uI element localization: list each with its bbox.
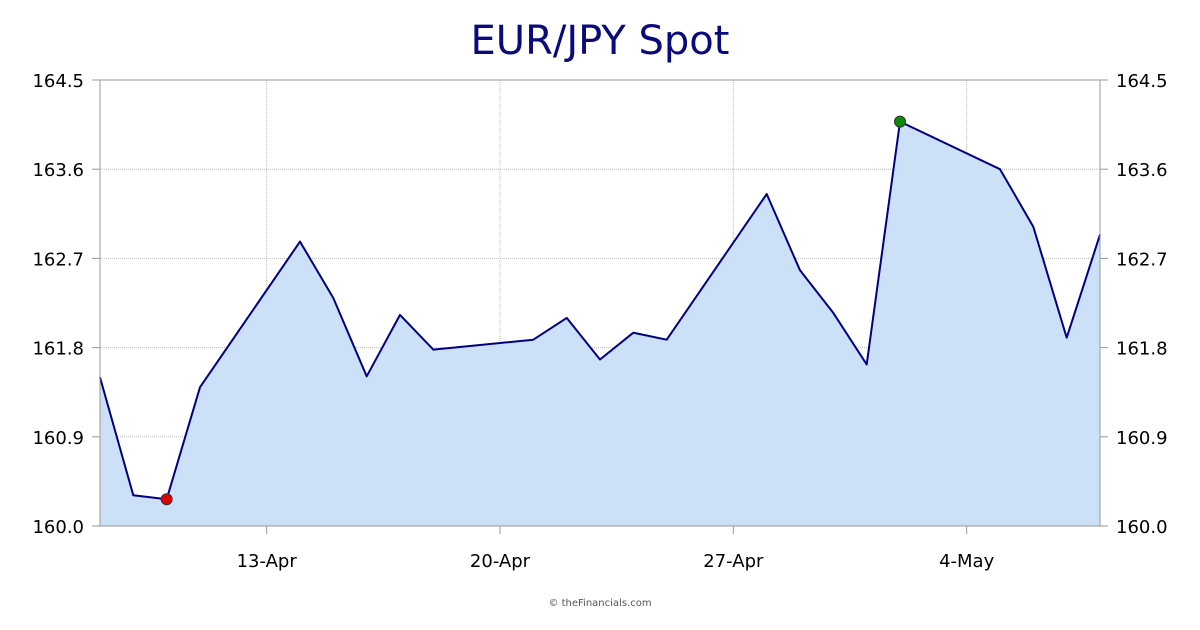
y-tick-label-right: 160.0 (1116, 517, 1168, 538)
series-area-fill (100, 121, 1100, 526)
chart-title: EUR/JPY Spot (470, 18, 730, 64)
plot-frame (92, 79, 1108, 534)
y-tick-label-right: 160.9 (1116, 428, 1168, 449)
x-tick-label: 13-Apr (237, 551, 298, 572)
y-tick-label-left: 162.7 (32, 249, 84, 270)
tick-label-layer: 160.0 160.0 160.9 160.9 161.8 161.8 162.7 162.7… (32, 71, 1167, 572)
series-line (99, 120, 1101, 501)
y-tick-label-left: 161.8 (32, 339, 84, 360)
x-tick-label: 4-May (939, 551, 995, 572)
y-tick-label-right: 164.5 (1116, 71, 1168, 92)
y-tick-label-right: 162.7 (1116, 249, 1168, 270)
y-tick-label-left: 163.6 (32, 160, 84, 181)
low-marker (160, 493, 173, 506)
area-layer (99, 120, 1101, 526)
y-tick-label-right: 161.8 (1116, 339, 1168, 360)
y-tick-label-left: 164.5 (32, 71, 84, 92)
marker-layer (160, 115, 906, 506)
y-tick-label-left: 160.0 (32, 517, 84, 538)
x-tick-label: 27-Apr (703, 551, 764, 572)
plot-border (99, 79, 1101, 527)
y-tick-label-right: 163.6 (1116, 160, 1168, 181)
high-marker (894, 115, 906, 128)
credit-text: © theFinancials.com (548, 598, 652, 609)
y-tick-label-left: 160.9 (32, 428, 84, 449)
x-tick-label: 20-Apr (470, 551, 531, 572)
